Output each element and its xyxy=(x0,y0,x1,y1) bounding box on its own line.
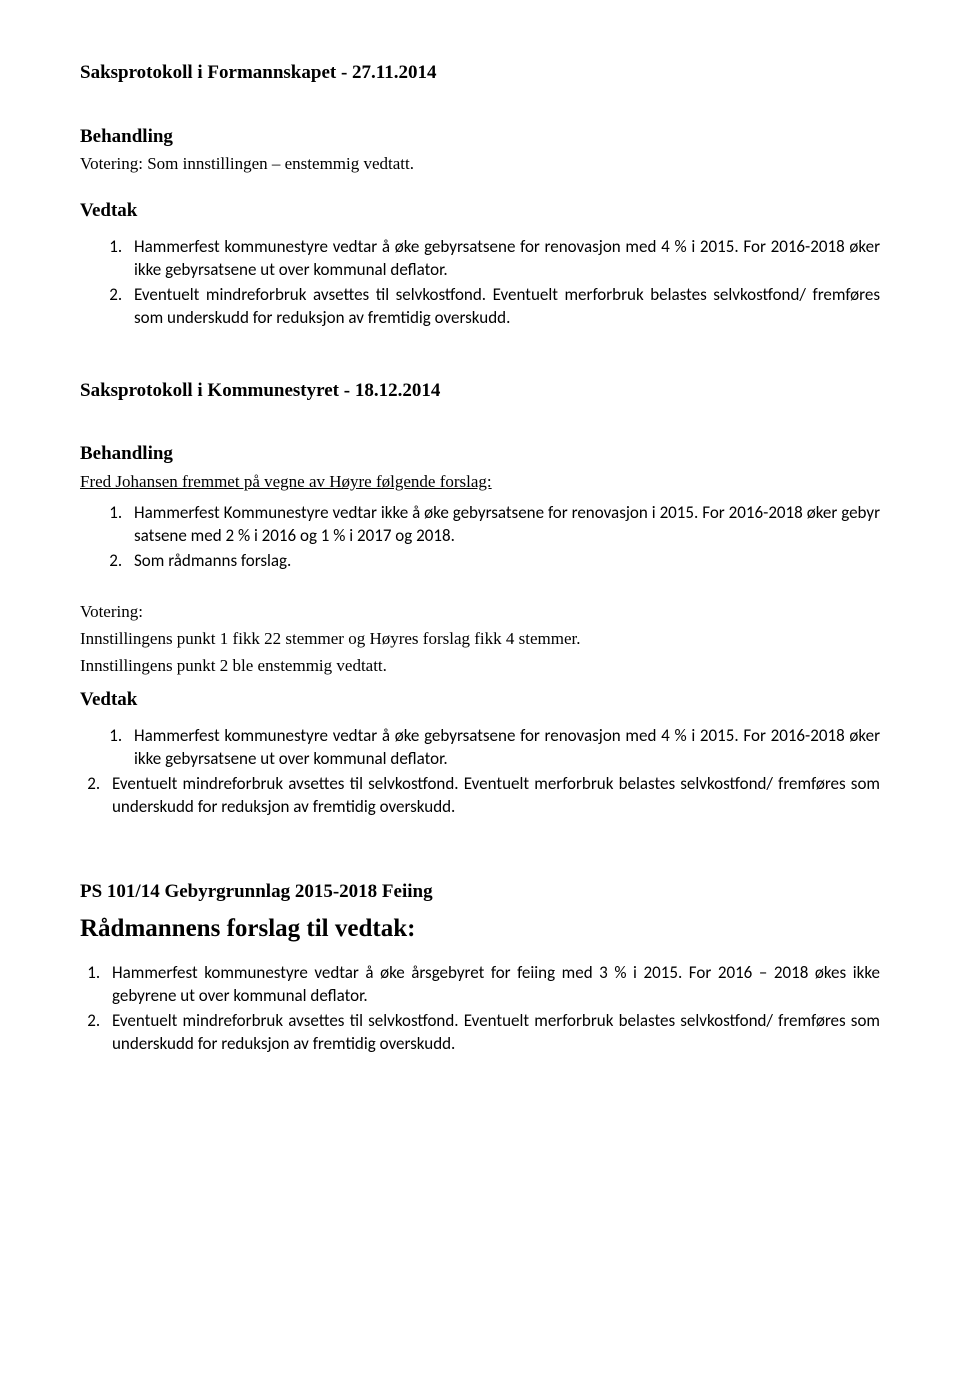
list-item: Hammerfest kommunestyre vedtar å øke geb… xyxy=(126,725,880,771)
list-item: Som rådmanns forslag. xyxy=(126,550,880,573)
votering-result-1: Innstillingens punkt 1 fikk 22 stemmer o… xyxy=(80,628,880,651)
ps-heading: PS 101/14 Gebyrgrunnlag 2015-2018 Feiing xyxy=(80,879,880,905)
header-kommunestyret: Saksprotokoll i Kommunestyret - 18.12.20… xyxy=(80,378,880,404)
list-item: Hammerfest kommunestyre vedtar å øke geb… xyxy=(126,236,880,282)
behandling-title-2: Behandling xyxy=(80,441,880,467)
radmannens-heading: Rådmannens forslag til vedtak: xyxy=(80,912,880,946)
votering-label: Votering: xyxy=(80,601,880,624)
ps-list: Hammerfest kommunestyre vedtar å øke års… xyxy=(80,962,880,1056)
header-formannskapet: Saksprotokoll i Formannskapet - 27.11.20… xyxy=(80,60,880,86)
proposal-list: Hammerfest Kommunestyre vedtar ikke å øk… xyxy=(80,502,880,573)
votering-result-2: Innstillingens punkt 2 ble enstemmig ved… xyxy=(80,655,880,678)
vedtak-title-2: Vedtak xyxy=(80,687,880,713)
list-item: Eventuelt mindreforbruk avsettes til sel… xyxy=(104,1010,880,1056)
vedtak1-list: Hammerfest kommunestyre vedtar å øke geb… xyxy=(80,236,880,330)
vedtak-title-1: Vedtak xyxy=(80,198,880,224)
behandling-title-1: Behandling xyxy=(80,124,880,150)
list-item: Eventuelt mindreforbruk avsettes til sel… xyxy=(104,773,880,819)
list-item: Hammerfest Kommunestyre vedtar ikke å øk… xyxy=(126,502,880,548)
list-item: Eventuelt mindreforbruk avsettes til sel… xyxy=(126,284,880,330)
proposal-intro: Fred Johansen fremmet på vegne av Høyre … xyxy=(80,471,880,494)
vedtak2-list: Hammerfest kommunestyre vedtar å øke geb… xyxy=(80,725,880,819)
list-item: Hammerfest kommunestyre vedtar å øke års… xyxy=(104,962,880,1008)
votering-line-1: Votering: Som innstillingen – enstemmig … xyxy=(80,153,880,176)
